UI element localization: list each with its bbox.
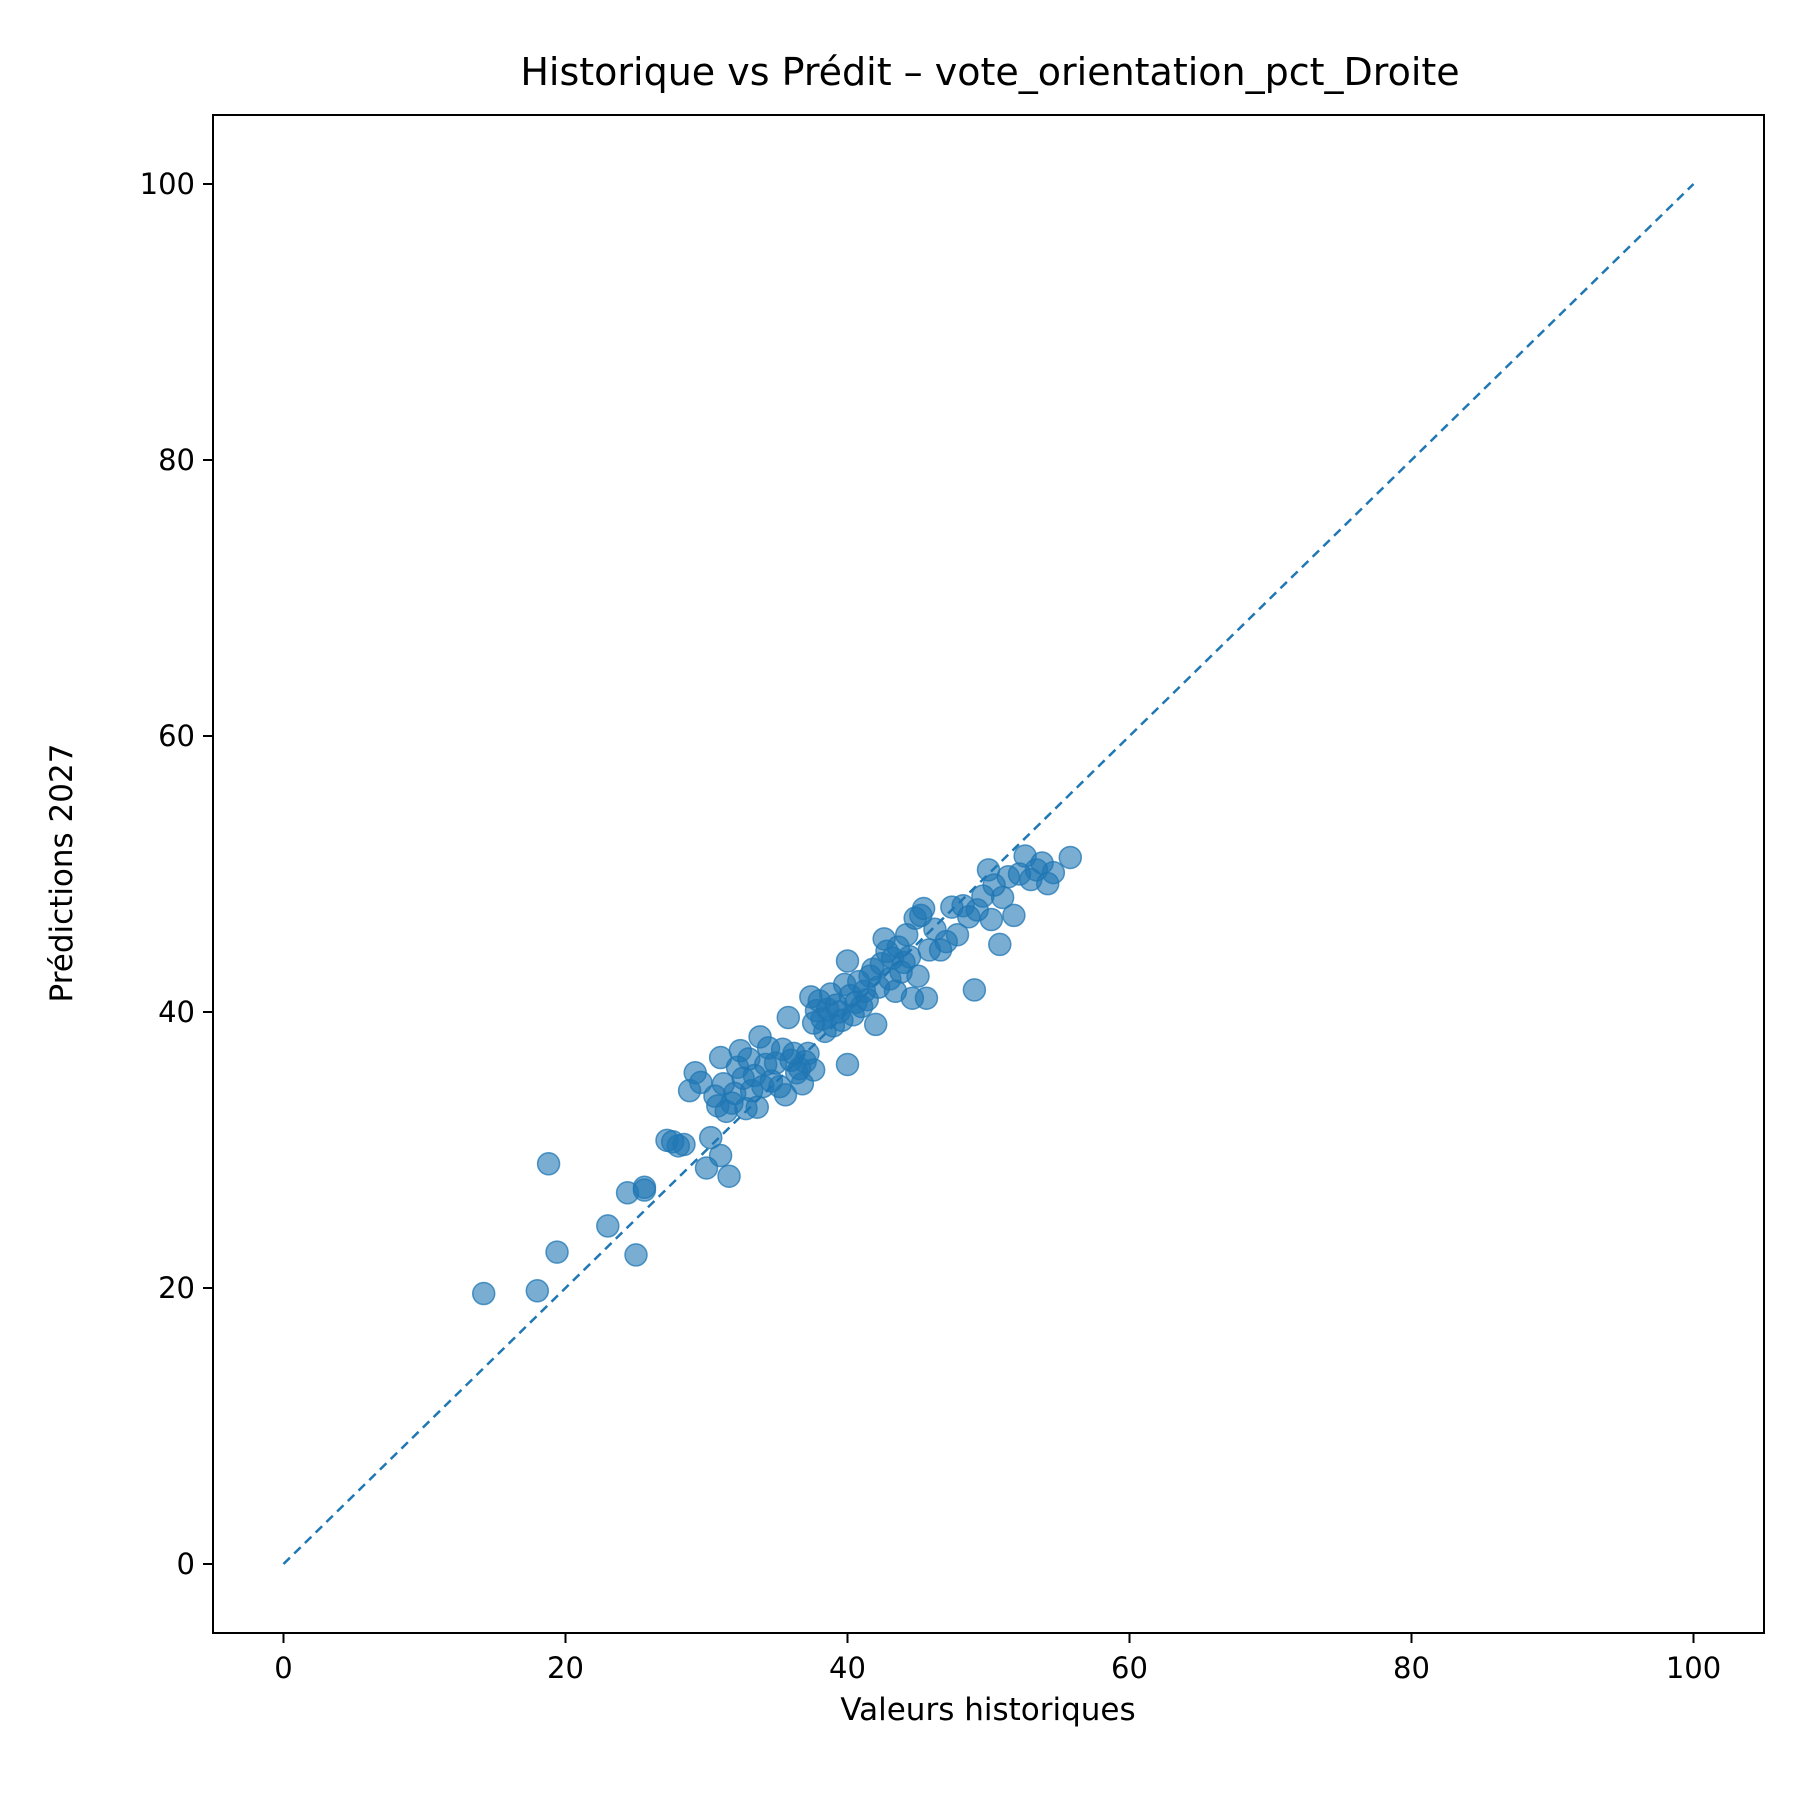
y-tick-label: 100 xyxy=(140,167,195,201)
data-point xyxy=(708,1143,733,1168)
data-point xyxy=(717,1164,741,1188)
chart-title: Historique vs Prédit – vote_orientation_… xyxy=(520,50,1459,94)
axis-ticks: 0 20 40 60 80 100 0 20 40 60 80 100 xyxy=(140,167,1722,1685)
data-point xyxy=(979,907,1004,932)
y-tick-label: 80 xyxy=(158,443,195,477)
x-tick-label: 40 xyxy=(829,1651,866,1685)
data-point xyxy=(776,1005,801,1030)
x-tick-label: 0 xyxy=(274,1651,292,1685)
x-tick-label: 100 xyxy=(1666,1651,1721,1685)
data-point xyxy=(1002,903,1026,928)
data-point xyxy=(835,1052,860,1077)
data-point xyxy=(672,1132,696,1157)
data-point xyxy=(471,1281,496,1306)
data-point xyxy=(945,922,970,947)
x-axis-label: Valeurs historiques xyxy=(840,1692,1135,1728)
y-tick-label: 60 xyxy=(158,719,195,753)
data-points xyxy=(471,844,1083,1306)
data-point xyxy=(906,964,930,988)
data-point xyxy=(911,896,936,921)
data-point xyxy=(914,986,939,1010)
data-point xyxy=(988,932,1012,957)
x-tick-label: 60 xyxy=(1111,1651,1148,1685)
data-point xyxy=(545,1240,569,1264)
data-point xyxy=(773,1083,798,1107)
data-point xyxy=(801,1058,826,1082)
y-tick-label: 40 xyxy=(158,995,195,1029)
data-point xyxy=(962,978,987,1002)
data-point xyxy=(596,1214,620,1238)
data-point xyxy=(536,1152,561,1176)
data-point xyxy=(835,949,860,973)
plot-frame xyxy=(212,114,1765,1634)
data-point xyxy=(1041,860,1066,885)
y-tick-label: 0 xyxy=(177,1547,195,1581)
data-point xyxy=(632,1175,657,1200)
data-point xyxy=(525,1279,550,1303)
data-point xyxy=(1058,845,1083,870)
x-tick-label: 20 xyxy=(547,1651,584,1685)
data-point xyxy=(624,1243,648,1267)
x-tick-label: 80 xyxy=(1393,1651,1430,1685)
y-axis-label: Prédictions 2027 xyxy=(44,744,80,1003)
data-point xyxy=(745,1095,770,1119)
data-point xyxy=(863,1012,888,1037)
y-tick-label: 20 xyxy=(158,1271,195,1305)
data-point xyxy=(698,1125,723,1150)
